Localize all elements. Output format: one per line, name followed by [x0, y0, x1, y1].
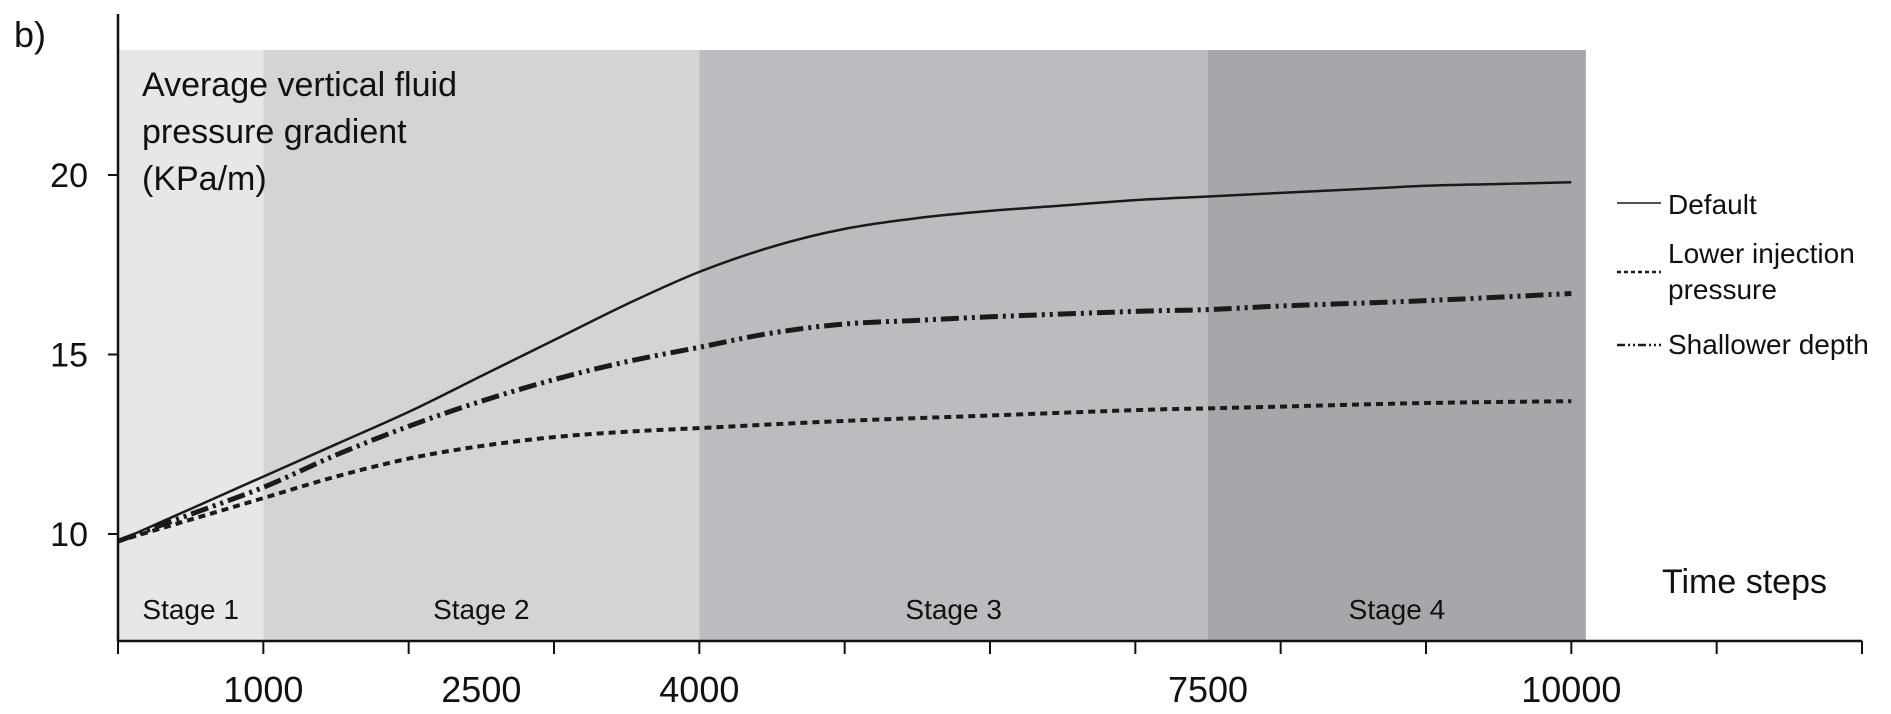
stage-labels: Stage 1 Stage 2 Stage 3 Stage 4: [142, 594, 1445, 625]
series-lines: [117, 180, 1572, 544]
stage-label-1: Stage 1: [142, 594, 239, 625]
y-tick-label: 20: [50, 157, 88, 195]
x-tick-label: 4000: [659, 669, 739, 710]
stage-band-2: [263, 50, 700, 641]
stage-label-4: Stage 4: [1349, 594, 1446, 625]
stage-band-3: [699, 50, 1208, 641]
panel-label: b): [14, 14, 46, 55]
legend-label-lower-injection-pressure: pressure: [1668, 274, 1777, 305]
chart-title-line-1: Average vertical fluid: [142, 66, 457, 104]
chart-title-line-3: (KPa/m): [142, 160, 267, 198]
stage-band-4: [1208, 50, 1586, 641]
legend-label-shallower-depth: Shallower depth: [1668, 329, 1869, 360]
axes: 1000 2500 4000 7500 10000 10 15 20: [50, 14, 1863, 710]
x-tick-label: 7500: [1168, 669, 1248, 710]
x-tick-label: 2500: [441, 669, 521, 710]
chart-title-line-2: pressure gradient: [142, 113, 407, 151]
x-tick-label: 1000: [223, 669, 303, 710]
x-tick-label: 10000: [1521, 669, 1621, 710]
legend-label-lower-injection-pressure: Lower injection: [1668, 238, 1855, 269]
legend-label-default: Default: [1668, 189, 1757, 220]
stage-label-3: Stage 3: [905, 594, 1002, 625]
series-line-default: [117, 180, 1572, 543]
series-line-shallower-depth: [117, 291, 1572, 544]
stage-label-2: Stage 2: [433, 594, 530, 625]
x-axis-label: Time steps: [1662, 563, 1827, 601]
stage-bands: [118, 50, 1586, 641]
legend: Default Lower injection pressure Shallower …: [1617, 189, 1869, 360]
y-tick-label: 15: [50, 337, 88, 375]
stage-band-1: [118, 50, 264, 641]
y-tick-label: 10: [50, 516, 88, 554]
series-line-lower-injection-pressure: [117, 399, 1572, 544]
